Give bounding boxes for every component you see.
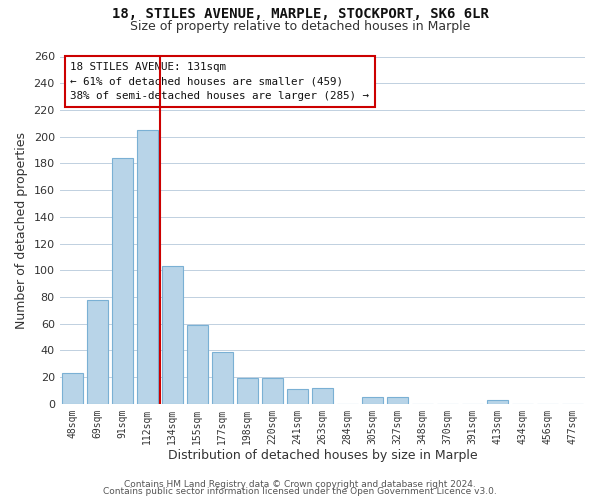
Y-axis label: Number of detached properties: Number of detached properties bbox=[15, 132, 28, 328]
Bar bbox=[161, 266, 183, 404]
Bar bbox=[362, 397, 383, 404]
Bar bbox=[112, 158, 133, 404]
Text: Size of property relative to detached houses in Marple: Size of property relative to detached ho… bbox=[130, 20, 470, 33]
Text: Contains HM Land Registry data © Crown copyright and database right 2024.: Contains HM Land Registry data © Crown c… bbox=[124, 480, 476, 489]
Bar bbox=[387, 397, 408, 404]
Bar bbox=[312, 388, 333, 404]
Bar bbox=[212, 352, 233, 404]
Bar bbox=[487, 400, 508, 404]
Bar bbox=[262, 378, 283, 404]
Bar bbox=[236, 378, 258, 404]
Bar bbox=[62, 373, 83, 404]
Text: 18, STILES AVENUE, MARPLE, STOCKPORT, SK6 6LR: 18, STILES AVENUE, MARPLE, STOCKPORT, SK… bbox=[112, 8, 488, 22]
Bar bbox=[287, 389, 308, 404]
X-axis label: Distribution of detached houses by size in Marple: Distribution of detached houses by size … bbox=[167, 450, 477, 462]
Text: 18 STILES AVENUE: 131sqm
← 61% of detached houses are smaller (459)
38% of semi-: 18 STILES AVENUE: 131sqm ← 61% of detach… bbox=[70, 62, 369, 102]
Bar bbox=[187, 325, 208, 404]
Bar bbox=[86, 300, 108, 404]
Text: Contains public sector information licensed under the Open Government Licence v3: Contains public sector information licen… bbox=[103, 487, 497, 496]
Bar bbox=[137, 130, 158, 404]
